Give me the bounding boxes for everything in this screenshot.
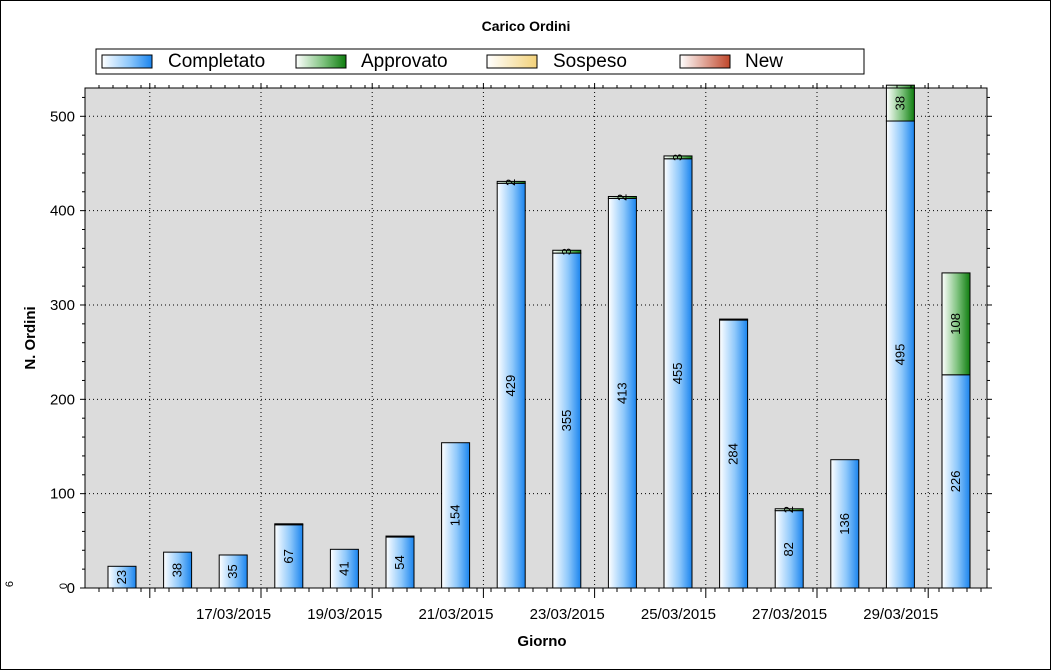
x-tick-label: 23/03/2015 (530, 606, 605, 623)
bar-completato (719, 319, 749, 589)
bar-value-label: 54 (392, 555, 407, 569)
y-tick-label: 400 (50, 203, 75, 220)
bar-value-label: 108 (948, 313, 963, 335)
bar-approvato (774, 508, 804, 512)
bar-value-label: 2 (781, 506, 796, 513)
bar-value-label: 154 (448, 505, 463, 527)
legend-label-sospeso: Sospeso (553, 51, 627, 72)
axes: 0 100 200 300 400 500 17/03/2015 19/03/2015 21/0… (50, 83, 992, 623)
bar-value-label: 82 (781, 542, 796, 556)
bar-approvato (663, 155, 693, 160)
stray-label-0: 0 (58, 583, 70, 589)
bar-value-label: 226 (948, 471, 963, 493)
x-tick-label: 29/03/2015 (863, 606, 938, 623)
x-tick-label: 21/03/2015 (418, 606, 493, 623)
bar-approvato (496, 180, 526, 184)
bar-value-label: 495 (892, 344, 907, 366)
legend: Completato Approvato Sospeso New (95, 48, 865, 75)
bar-value-label: 2 (614, 194, 629, 201)
legend-label-approvato: Approvato (361, 51, 448, 72)
bar-value-label: 136 (837, 513, 852, 535)
bar-completato (274, 524, 304, 589)
legend-label-completato: Completato (168, 51, 265, 72)
bar-value-label: 455 (670, 363, 685, 385)
bar-completato (774, 510, 804, 589)
y-tick-label: 500 (50, 108, 75, 125)
bar-value-label: 284 (726, 443, 741, 465)
x-tick-label: 17/03/2015 (196, 606, 271, 623)
bar-value-label: 3 (670, 154, 685, 161)
y-axis-label: N. Ordini (22, 306, 39, 369)
bar-completato (607, 197, 637, 589)
bar-completato (941, 374, 971, 589)
x-tick-label: 27/03/2015 (752, 606, 827, 623)
legend-swatch-approvato (295, 54, 347, 69)
x-axis-label: Giorno (517, 633, 566, 650)
bar-completato (552, 252, 582, 589)
legend-box (95, 48, 865, 75)
bar-completato (885, 120, 915, 589)
y-tick-label: 200 (50, 391, 75, 408)
bar-value-label: 23 (114, 570, 129, 584)
bar-value-label: 355 (559, 410, 574, 432)
bar-approvato (607, 195, 637, 199)
stray-label-6: 6 (4, 581, 16, 587)
bar-approvato (274, 523, 304, 526)
x-tick-label: 19/03/2015 (307, 606, 382, 623)
bar-value-label: 35 (225, 564, 240, 578)
legend-label-new: New (745, 51, 783, 72)
x-tick-label: 25/03/2015 (641, 606, 716, 623)
bar-completato (496, 182, 526, 589)
bar-value-label: 38 (170, 563, 185, 577)
bar-approvato (719, 318, 749, 321)
y-tick-label: 300 (50, 297, 75, 314)
plot-border (84, 87, 988, 589)
y-tick-label: 100 (50, 486, 75, 503)
grid (85, 88, 987, 588)
bar-completato (329, 548, 359, 589)
bar-value-label: 2 (503, 179, 518, 186)
bar-approvato (885, 84, 915, 122)
legend-swatch-new (679, 54, 731, 69)
bar-value-label: 67 (281, 549, 296, 563)
bar-completato (441, 442, 471, 589)
bar-approvato (385, 535, 415, 538)
bar-approvato (552, 249, 582, 254)
chart-title: Carico Ordini (482, 18, 571, 34)
bar-completato (830, 459, 860, 589)
y-tick-label: 0 (67, 580, 75, 597)
bar-approvato (941, 272, 971, 376)
bar-value-label: 3 (559, 248, 574, 255)
bar-value-label: 41 (336, 561, 351, 575)
legend-swatch-completato (101, 54, 153, 69)
bars: 23 38 35 67 41 54 154 429 2 355 3 413 2 455 3 284 82 2 136… (107, 84, 971, 589)
legend-swatch-sospeso (486, 54, 538, 69)
bar-value-label: 38 (892, 96, 907, 110)
bar-value-label: 413 (614, 382, 629, 404)
bar-value-label: 429 (503, 375, 518, 397)
